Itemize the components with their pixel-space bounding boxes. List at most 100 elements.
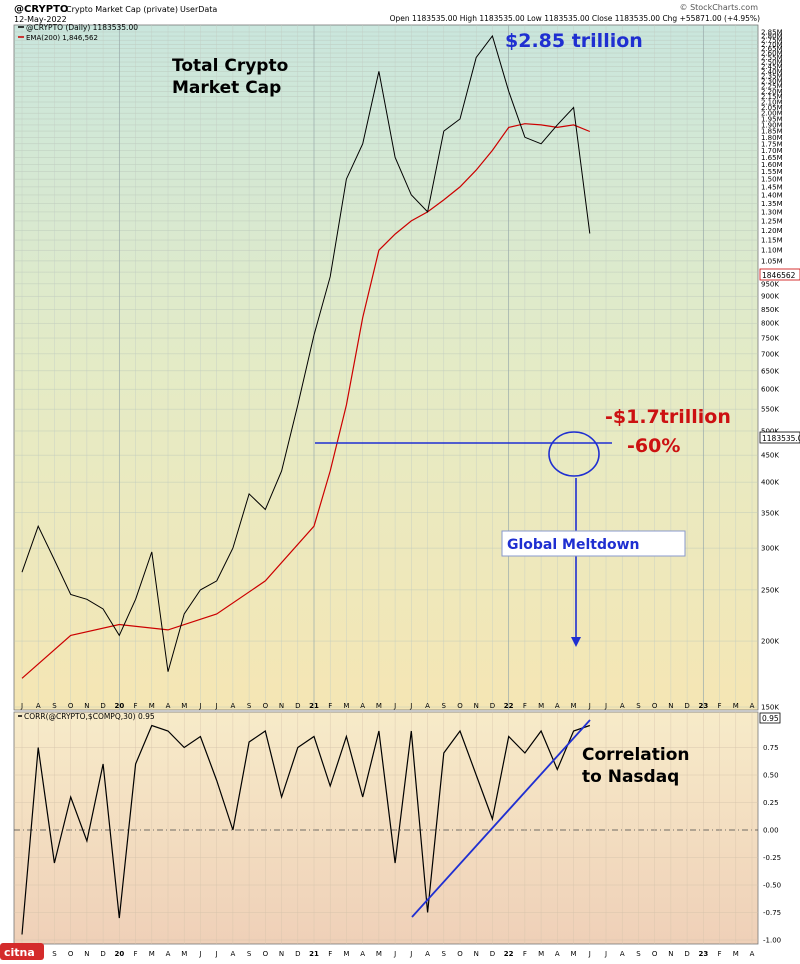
price-y-tick: 2.20M: [761, 88, 783, 96]
correlation-x-tick: 20: [114, 950, 124, 958]
price-y-tick: 2.30M: [761, 78, 783, 86]
correlation-y-tick: -0.75: [763, 909, 781, 917]
price-y-tick: 900K: [761, 293, 779, 301]
correlation-x-tick: D: [100, 950, 105, 958]
price-y-tick: 1.85M: [761, 128, 783, 136]
logo-badge: [0, 943, 44, 960]
price-y-tick: 2.40M: [761, 68, 783, 76]
price-x-tick: A: [425, 702, 430, 710]
price-y-tick: 2.60M: [761, 50, 783, 58]
price-y-tick: 1.50M: [761, 176, 783, 184]
correlation-y-tick: 0.25: [763, 799, 779, 807]
price-x-tick: N: [84, 702, 89, 710]
correlation-y-tick: -1.00: [763, 937, 781, 945]
correlation-x-tick: F: [718, 950, 722, 958]
price-y-axis: 150K 200K 250K 300K 350K 400K 450K 500K 550K 600K…: [761, 28, 783, 711]
price-x-tick: 20: [114, 702, 124, 710]
correlation-x-tick: O: [68, 950, 74, 958]
price-x-tick: M: [343, 702, 349, 710]
price-y-tick: 2.25M: [761, 83, 783, 91]
correlation-line: [21, 724, 590, 935]
correlation-label-line1: Correlation: [582, 745, 690, 765]
correlation-x-tick: D: [490, 950, 495, 958]
price-y-tick: 850K: [761, 306, 779, 314]
price-y-tick: 1.80M: [761, 134, 783, 142]
correlation-y-tick: 0.00: [763, 827, 779, 835]
correlation-x-tick: F: [328, 950, 332, 958]
price-y-tick: 250K: [761, 586, 779, 594]
correlation-x-tick: A: [166, 950, 171, 958]
price-y-tick: 2.15M: [761, 93, 783, 101]
legend-price: @CRYPTO (Daily) 1183535.00: [26, 23, 138, 32]
price-x-tick: A: [230, 702, 235, 710]
ema-200-line: [21, 123, 591, 679]
price-x-tick: N: [279, 702, 284, 710]
correlation-y-tick: 0.75: [763, 744, 779, 752]
correlation-x-tick: M: [571, 950, 577, 958]
loss-label: -$1.7trillion: [605, 406, 731, 428]
price-x-tick: O: [457, 702, 463, 710]
correlation-value-tag-text: 0.95: [762, 714, 779, 723]
chart-title-line2: Market Cap: [172, 78, 281, 98]
correlation-x-tick: S: [442, 950, 447, 958]
peak-label: $2.85 trillion: [505, 30, 643, 52]
price-y-tick: 1.75M: [761, 140, 783, 148]
correlation-label-line2: to Nasdaq: [582, 767, 679, 787]
header-watermark: © StockCharts.com: [680, 3, 759, 12]
price-y-tick: 2.45M: [761, 63, 783, 71]
correlation-x-tick: 22: [504, 950, 514, 958]
legend-ema: EMA(200) 1,846,562: [26, 34, 98, 42]
ema-value-tag-text: 1846562: [762, 271, 796, 280]
callout-box: [501, 530, 686, 557]
price-x-tick: D: [490, 702, 495, 710]
correlation-x-tick: A: [425, 950, 430, 958]
price-y-tick: 1.35M: [761, 200, 783, 208]
price-x-tick: O: [652, 702, 658, 710]
price-y-tick: 2.10M: [761, 98, 783, 106]
correlation-x-tick: M: [376, 950, 382, 958]
price-x-tick: M: [376, 702, 382, 710]
header-date: 12-May-2022: [14, 15, 67, 24]
price-x-tick: S: [52, 702, 57, 710]
price-y-tick: 350K: [761, 509, 779, 517]
price-x-tick: N: [668, 702, 673, 710]
legend-correlation: CORR(@CRYPTO,$COMPQ,30) 0.95: [24, 712, 155, 721]
low-circle: [548, 431, 600, 477]
correlation-gridlines: [14, 712, 758, 944]
price-x-tick: A: [750, 702, 755, 710]
price-y-tick: 2.85M: [761, 28, 783, 36]
price-x-tick: F: [134, 702, 138, 710]
price-y-tick: 550K: [761, 406, 779, 414]
price-x-tick: D: [684, 702, 689, 710]
price-x-tick: J: [198, 702, 201, 710]
price-y-tick: 2.55M: [761, 54, 783, 62]
correlation-x-tick: N: [84, 950, 89, 958]
close-value-tag: [759, 431, 800, 444]
price-x-tick: S: [247, 702, 252, 710]
price-y-tick: 1.95M: [761, 115, 783, 123]
correlation-panel-background: [13, 711, 759, 945]
correlation-x-tick: N: [668, 950, 673, 958]
correlation-x-tick: M: [149, 950, 155, 958]
price-x-tick: A: [166, 702, 171, 710]
price-x-tick: F: [718, 702, 722, 710]
correlation-x-tick: S: [247, 950, 252, 958]
price-y-tick: 1.10M: [761, 247, 783, 255]
price-x-tick: O: [68, 702, 74, 710]
price-y-tick: 600K: [761, 386, 779, 394]
price-x-tick: J: [409, 702, 412, 710]
correlation-x-tick: D: [295, 950, 300, 958]
ema-value-tag: [759, 268, 800, 281]
price-x-tick: J: [604, 702, 607, 710]
correlation-x-tick: A: [750, 950, 755, 958]
price-x-axis: J A S O N D 20 F M A M J J A S O N D 21 F M A M J J A S O N D 22 F M A M J J…: [20, 702, 755, 710]
price-x-tick: J: [20, 702, 23, 710]
correlation-x-tick: S: [636, 950, 641, 958]
price-y-tick: 800K: [761, 320, 779, 328]
price-y-tick: 1.55M: [761, 168, 783, 176]
correlation-x-tick: S: [52, 950, 57, 958]
correlation-x-tick: N: [474, 950, 479, 958]
price-y-tick: 2.35M: [761, 73, 783, 81]
price-y-tick: 150K: [761, 704, 779, 712]
